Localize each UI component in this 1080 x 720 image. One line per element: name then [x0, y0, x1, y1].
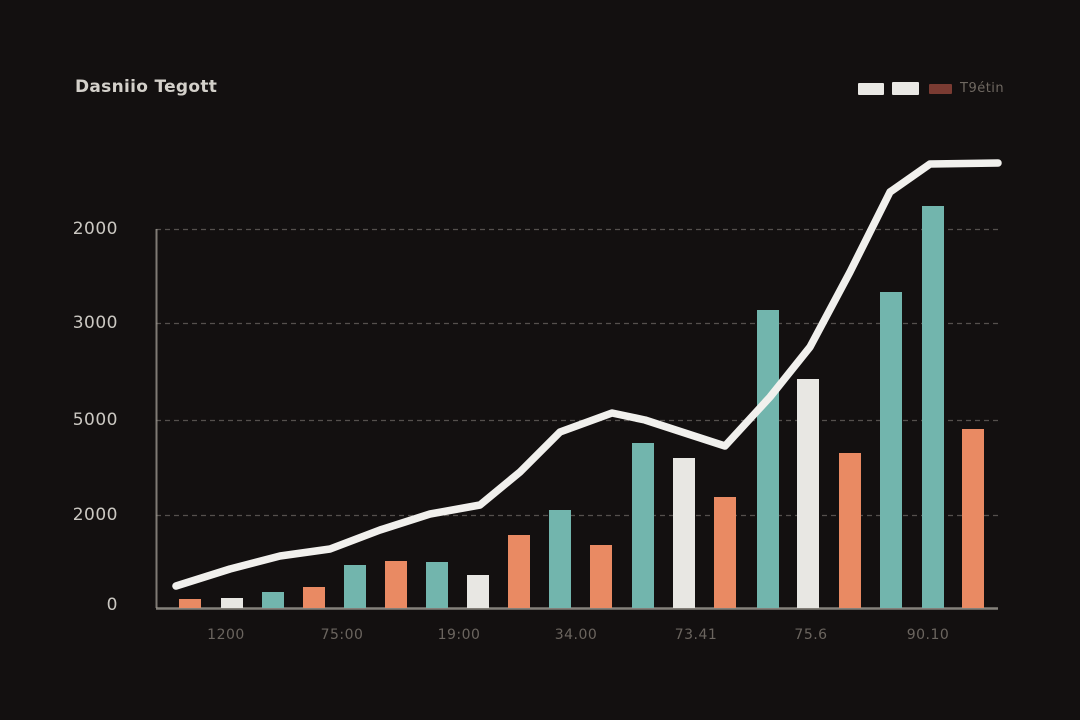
- bar-orange: [590, 545, 612, 608]
- legend-swatch-white-2: [892, 82, 919, 95]
- bar-teal: [549, 510, 571, 608]
- bar-orange: [839, 453, 861, 608]
- legend-swatch-dark-red: [929, 84, 952, 94]
- y-tick-label: 2000: [72, 219, 118, 239]
- legend-swatch-white-1: [858, 83, 884, 95]
- x-tick-label: 1200: [207, 627, 245, 643]
- x-tick-label: 34.00: [554, 627, 598, 643]
- x-tick-label: 19:00: [437, 627, 481, 643]
- bar-teal: [757, 310, 779, 608]
- bar-teal: [632, 443, 654, 608]
- bar-white: [221, 598, 243, 608]
- bar-white: [797, 379, 819, 608]
- trend-line: [172, 159, 1002, 590]
- bar-teal: [880, 292, 902, 608]
- bar-orange: [179, 599, 201, 608]
- page-title: Dasniio Tegott: [75, 77, 218, 97]
- bar-teal: [344, 565, 366, 608]
- bar-teal: [426, 562, 448, 608]
- bar-white: [467, 575, 489, 608]
- x-tick-label: 90.10: [906, 627, 950, 643]
- y-tick-label: 0: [106, 595, 118, 615]
- y-axis-labels: 2000 3000 5000 2000 0: [60, 0, 118, 720]
- y-tick-label: 3000: [72, 313, 118, 333]
- bar-white: [673, 458, 695, 608]
- bar-teal: [922, 206, 944, 608]
- x-tick-label: 75:00: [320, 627, 364, 643]
- x-tick-label: 73.41: [674, 627, 718, 643]
- bar-orange: [962, 429, 984, 608]
- x-axis-labels: 1200 75:00 19:00 34.00 73.41 75.6 90.10: [0, 627, 1080, 649]
- bar-orange: [385, 561, 407, 608]
- bar-orange: [303, 587, 325, 608]
- bar-orange: [714, 497, 736, 608]
- y-tick-label: 5000: [72, 410, 118, 430]
- bar-orange: [508, 535, 530, 608]
- bar-teal: [262, 592, 284, 608]
- y-tick-label: 2000: [72, 505, 118, 525]
- x-tick-label: 75.6: [794, 627, 828, 643]
- legend-label: T9étin: [960, 81, 1005, 96]
